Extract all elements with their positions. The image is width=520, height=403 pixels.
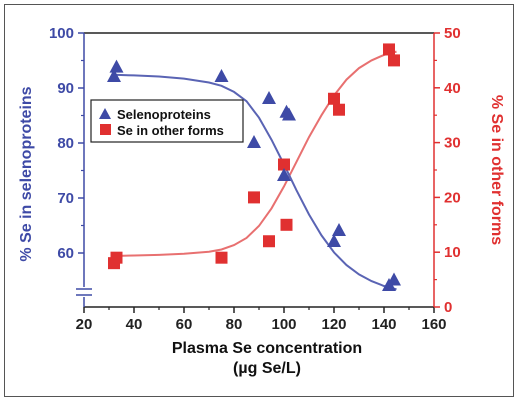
triangle-marker-selenoproteins [247, 135, 261, 148]
triangle-marker-selenoproteins [214, 69, 229, 82]
triangle-marker-selenoproteins [282, 107, 296, 121]
x-tick-label: 80 [226, 316, 243, 333]
y-right-tick-label: 40 [444, 80, 461, 97]
triangle-marker-selenoproteins [107, 69, 121, 82]
x-tick-label: 20 [76, 316, 93, 333]
axes: 20 40 60 80 100 120 140 160 60 70 80 90 100 0 10 20 30 40… [49, 25, 461, 333]
square-marker-other-forms [278, 158, 290, 171]
x-tick-label: 120 [321, 316, 346, 333]
triangle-marker-selenoproteins [387, 272, 401, 286]
square-marker-other-forms [383, 43, 395, 56]
y-right-tick-label: 50 [444, 25, 461, 42]
y-left-tick-label: 90 [57, 80, 74, 97]
square-marker-other-forms [333, 103, 345, 116]
legend-label-other-forms: Se in other forms [117, 123, 224, 138]
data-points [107, 43, 401, 291]
x-tick-label: 40 [126, 316, 143, 333]
y-right-tick-label: 20 [444, 189, 461, 206]
legend-box [90, 99, 244, 143]
square-marker-other-forms [248, 191, 260, 204]
y-right-tick-label: 10 [444, 244, 461, 261]
y-left-tick-label: 70 [57, 190, 74, 207]
x-tick-label: 100 [271, 316, 296, 333]
legend-marker-selenoproteins [99, 108, 111, 119]
square-marker-other-forms [263, 235, 275, 248]
x-tick-label: 140 [371, 316, 396, 333]
x-axis-title: Plasma Se concentration [172, 340, 362, 357]
y-right-tick-label: 30 [444, 135, 461, 152]
fit-curves [113, 50, 397, 291]
x-axis-unit: (µg Se/L) [233, 360, 301, 377]
square-marker-other-forms [110, 251, 123, 264]
triangle-marker-selenoproteins [332, 223, 346, 236]
triangle-marker-selenoproteins [327, 234, 341, 247]
triangle-marker-selenoproteins [262, 91, 276, 104]
square-marker-other-forms [388, 54, 400, 67]
x-tick-label: 60 [176, 316, 193, 333]
square-marker-other-forms [280, 218, 293, 231]
y-axis-title-right: % Se in other forms [488, 95, 505, 245]
square-marker-other-forms [328, 92, 340, 105]
fit-curve-selenoproteins [113, 73, 397, 291]
triangle-marker-selenoproteins [109, 59, 124, 73]
y-right-tick-label: 0 [444, 299, 452, 316]
fit-curve-other-forms [113, 50, 397, 257]
y-left-tick-label: 100 [49, 25, 74, 42]
square-marker-other-forms [215, 251, 228, 264]
y-axis-title-left: % Se in selenoproteins [18, 86, 35, 261]
y-left-tick-label: 60 [57, 245, 74, 262]
x-tick-label: 160 [421, 316, 446, 333]
triangle-marker-selenoproteins [277, 168, 291, 181]
legend-marker-other-forms [100, 124, 111, 135]
y-left-tick-label: 80 [57, 135, 74, 152]
legend-label-selenoproteins: Selenoproteins [117, 107, 211, 122]
legend: Selenoproteins Se in other forms [90, 99, 244, 143]
